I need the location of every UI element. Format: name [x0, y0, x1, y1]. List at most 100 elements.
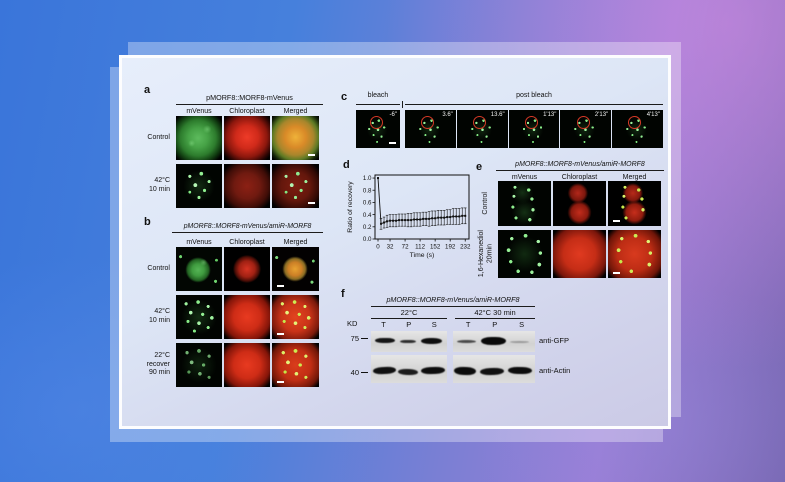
frame-timestamp: 4'13": [646, 112, 660, 118]
micrograph-cell: [498, 230, 551, 278]
bleach-roi-circle: [524, 116, 538, 130]
micrograph-cell: [224, 343, 270, 387]
micrograph-cell: [224, 247, 270, 291]
panel-a: a pMORF8::MORF8-mVenus mVenus Chloroplas…: [122, 84, 327, 216]
frap-frame: 3.6": [405, 110, 456, 148]
micrograph-cell: [608, 181, 661, 226]
panel-a-title: pMORF8::MORF8-mVenus: [176, 93, 323, 105]
frap-frame: 2'13": [560, 110, 612, 148]
row-label: 42°C 10 min: [148, 177, 170, 193]
micrograph-cell: [176, 116, 222, 160]
panel-e: e pMORF8::MORF8-mVenus/amiR-MORF8 mVenus…: [474, 161, 666, 281]
mw-marker-value: 40: [350, 368, 359, 377]
svg-text:0.6: 0.6: [363, 200, 372, 207]
frap-frame: 4'13": [612, 110, 663, 148]
micrograph-cell: [176, 295, 222, 339]
micrograph-cell: [272, 295, 319, 339]
panel-a-micrograph-grid: [176, 116, 319, 208]
blot-actin-22c: [371, 355, 447, 383]
blot-gfp-22c: [371, 331, 447, 352]
micrograph-cell: [553, 181, 606, 226]
lane-label: T: [381, 320, 386, 329]
panel-b-title: pMORF8::MORF8-mVenus/amiR-MORF8: [172, 223, 323, 233]
mw-marker-75: 75: [341, 334, 368, 343]
panel-e-micrograph-grid: [498, 181, 661, 278]
blot-band: [507, 366, 533, 375]
svg-text:72: 72: [402, 244, 409, 251]
frap-frame: -6": [356, 110, 400, 148]
lane-label: P: [492, 320, 498, 329]
row-label: 22°C recover 90 min: [146, 351, 170, 377]
svg-text:32: 32: [387, 244, 394, 251]
blot-band: [510, 341, 529, 343]
row-label-cell: 1,6-Hexanediol 20min: [477, 230, 496, 278]
column-label: mVenus: [186, 239, 212, 246]
panel-e-label: e: [476, 161, 483, 173]
marker-dash: [361, 371, 368, 374]
figure-canvas: a pMORF8::MORF8-mVenus mVenus Chloroplas…: [119, 55, 671, 429]
panel-b-column-headers: mVenus Chloroplast Merged: [176, 239, 323, 246]
column-label: mVenus: [186, 108, 212, 115]
micrograph-cell: [224, 164, 270, 208]
post-bleach-bracket-line: [405, 104, 663, 105]
blot-band: [421, 338, 442, 344]
bleach-roi-circle: [370, 116, 384, 130]
panel-f-title: pMORF8::MORF8-mVenus/amiR-MORF8: [371, 295, 535, 307]
blot-band: [457, 340, 476, 343]
panel-a-row-labels: Control 42°C 10 min: [122, 116, 174, 208]
column-label: mVenus: [511, 174, 538, 181]
column-label: Merged: [283, 108, 308, 115]
panel-e-title: pMORF8::MORF8-mVenus/amiR-MORF8: [496, 161, 664, 171]
row-label: 1,6-Hexanediol 20min: [478, 230, 494, 278]
panel-f: f pMORF8::MORF8-mVenus/amiR-MORF8 22°C 4…: [341, 288, 671, 398]
row-label: Control: [147, 264, 170, 272]
bleach-roi-circle: [628, 116, 642, 130]
panel-c-label: c: [341, 91, 348, 103]
micrograph-cell: [498, 181, 551, 226]
svg-text:0.2: 0.2: [363, 224, 372, 231]
blot-gfp-42c: [453, 331, 535, 352]
svg-text:0.4: 0.4: [363, 212, 372, 219]
bleach-bracket-line: [356, 104, 400, 105]
post-bleach-phase-label: post bleach: [516, 92, 552, 99]
frap-recovery-chart: 0.0 0.2 0.4 0.6 0.8 1.0 0 32 72 112 152 192 232 Time …: [347, 174, 471, 259]
blot-band: [453, 366, 477, 375]
frame-timestamp: -6": [389, 112, 397, 118]
micrograph-cell: [272, 116, 319, 160]
lane-labels-22c: T P S: [371, 320, 447, 329]
bleach-roi-circle: [421, 116, 435, 130]
group-label-42c: 42°C 30 min: [455, 308, 535, 319]
frame-timestamp: 1'13": [543, 112, 557, 118]
lane-label: P: [406, 320, 412, 329]
micrograph-cell: [224, 116, 270, 160]
micrograph-cell: [272, 343, 319, 387]
blot-band: [481, 337, 506, 345]
column-label: Chloroplast: [229, 108, 265, 115]
svg-text:0: 0: [376, 244, 380, 251]
blot-actin-42c: [453, 355, 535, 383]
lane-label: S: [431, 320, 437, 329]
bleach-event-tick: [402, 101, 403, 108]
blot-band: [375, 338, 395, 343]
micrograph-cell: [553, 230, 606, 278]
panel-c: c bleach post bleach -6" 3.6" 13.6": [341, 91, 671, 151]
svg-text:112: 112: [415, 244, 425, 251]
bleach-roi-circle: [473, 116, 487, 130]
panel-d: d 0.0 0.2 0.4 0.6 0.8 1.0 0 32 72 112 152 192 232 Tim…: [341, 159, 481, 277]
row-label: 42°C 10 min: [148, 308, 170, 324]
svg-text:0.0: 0.0: [363, 236, 372, 243]
frap-frames-post-bleach: 3.6" 13.6" 1'13" 2'13" 4'13": [405, 110, 663, 148]
frap-frame-bleach: -6": [356, 110, 400, 148]
frap-frame: 13.6": [456, 110, 508, 148]
marker-dash: [361, 337, 368, 340]
panel-d-label: d: [343, 159, 350, 171]
mw-marker-40: 40: [341, 368, 368, 377]
blot-band: [420, 366, 446, 375]
svg-text:232: 232: [460, 244, 471, 251]
lane-labels-42c: T P S: [455, 320, 535, 329]
svg-text:0.8: 0.8: [363, 187, 372, 194]
micrograph-cell: [176, 164, 222, 208]
blot-band: [400, 339, 416, 343]
column-label: Merged: [283, 239, 308, 246]
micrograph-cell: [224, 295, 270, 339]
